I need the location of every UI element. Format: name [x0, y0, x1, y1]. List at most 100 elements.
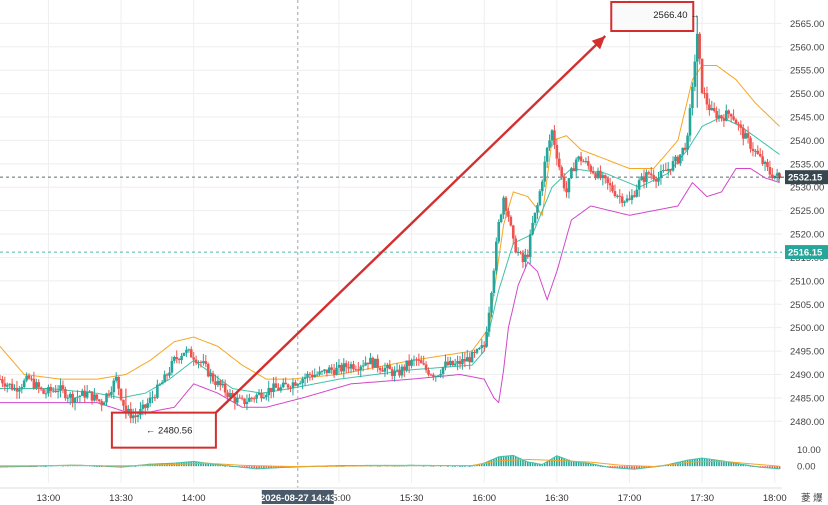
candle-body — [497, 221, 501, 242]
candle-body — [439, 373, 442, 376]
macd-bar — [776, 466, 778, 469]
candle-body — [95, 394, 99, 400]
macd-bar — [96, 466, 98, 467]
candle-body — [746, 133, 750, 138]
macd-bar — [677, 462, 679, 467]
macd-bar — [558, 456, 561, 467]
macd-bar — [422, 465, 425, 467]
candle-body — [700, 58, 704, 94]
candle-body — [158, 384, 162, 386]
candle-body — [478, 347, 481, 350]
macd-bar — [485, 461, 488, 467]
middle-band-line — [0, 116, 780, 399]
macd-bar — [730, 462, 732, 467]
candle-body — [44, 393, 48, 395]
macd-bar — [720, 461, 723, 467]
candle-body — [705, 93, 709, 105]
candle-body — [281, 382, 285, 388]
candle-body — [257, 392, 261, 395]
macd-bar — [277, 466, 280, 468]
candle-body — [465, 357, 469, 362]
candle-body — [485, 331, 488, 347]
candle-body — [461, 359, 464, 365]
macd-bar — [633, 466, 636, 470]
candle-body — [756, 150, 760, 154]
macd-bar — [480, 463, 483, 467]
time-axis[interactable]: 13:00 13:30 14:00 15:00 15:30 16:00 16:30 17:00… — [0, 487, 828, 505]
candle-body — [170, 360, 174, 373]
candle-body — [221, 383, 225, 386]
candle-body — [664, 170, 668, 172]
macd-bar — [589, 463, 592, 467]
macd-bar — [737, 463, 740, 467]
candle-body — [335, 367, 338, 375]
candle-body — [703, 93, 706, 95]
candle-body — [127, 408, 130, 413]
candle-body — [620, 196, 624, 203]
macd-bar — [723, 460, 725, 467]
candle-body — [148, 397, 152, 404]
macd-bar — [679, 461, 682, 467]
candle-body — [432, 374, 435, 377]
candle-body — [298, 383, 302, 385]
candle-body — [613, 191, 617, 197]
price-axis[interactable]: 2565.00 2560.00 2555.00 2550.00 2545.00 2540.… — [774, 0, 828, 505]
candle-body — [71, 393, 74, 403]
macd-bar — [478, 464, 481, 467]
candle-body — [741, 127, 745, 139]
macd-bar — [502, 456, 505, 467]
candle-body — [383, 367, 387, 372]
x-tick-label: 16:30 — [545, 493, 569, 504]
candle-body — [666, 168, 670, 171]
candle-body — [734, 119, 738, 124]
candle-body — [214, 381, 217, 385]
candle-body — [286, 384, 290, 388]
candle-body — [717, 115, 721, 119]
candle-body — [337, 364, 341, 368]
macd-bar — [694, 459, 696, 467]
macd-bar — [764, 466, 766, 468]
macd-bar — [432, 465, 435, 467]
candle-body — [35, 382, 38, 389]
macd-bar — [560, 457, 563, 467]
candle-body — [15, 387, 19, 392]
candle-body — [211, 373, 215, 382]
candle-body — [710, 108, 714, 111]
candle-body — [654, 179, 658, 182]
candle-body — [645, 172, 648, 182]
macd-bar — [645, 466, 648, 468]
candle-body — [272, 383, 275, 392]
macd-bar — [529, 462, 532, 467]
price-tag-label: 2532.15 — [788, 173, 823, 184]
candle-body — [250, 397, 254, 399]
candle-body — [68, 393, 72, 398]
macd-bar — [488, 461, 490, 467]
candle-body — [473, 351, 476, 353]
candle-body — [502, 197, 505, 215]
candle-body — [1, 379, 4, 384]
crosshair-time-tag — [261, 490, 334, 504]
candle-body — [771, 174, 774, 179]
candle-body — [720, 115, 723, 119]
candle-body — [509, 216, 513, 226]
candle-body — [54, 390, 57, 393]
candle-body — [378, 367, 382, 371]
candle-body — [589, 165, 593, 172]
y-tick-label: 2540.00 — [790, 136, 824, 147]
candle-body — [102, 402, 106, 406]
candle-body — [175, 357, 179, 359]
macd-bar — [611, 466, 614, 468]
price-tag — [785, 170, 828, 185]
macd-bar — [614, 466, 616, 468]
macd-bar — [570, 461, 573, 467]
candle-body — [662, 170, 665, 172]
candle-body — [693, 61, 697, 87]
candle-body — [192, 357, 195, 360]
macd-bar — [514, 456, 517, 467]
candle-body — [315, 374, 319, 376]
candle-body — [557, 158, 561, 168]
candle-body — [417, 359, 421, 361]
candle-body — [528, 234, 532, 257]
candle-body — [235, 397, 239, 403]
